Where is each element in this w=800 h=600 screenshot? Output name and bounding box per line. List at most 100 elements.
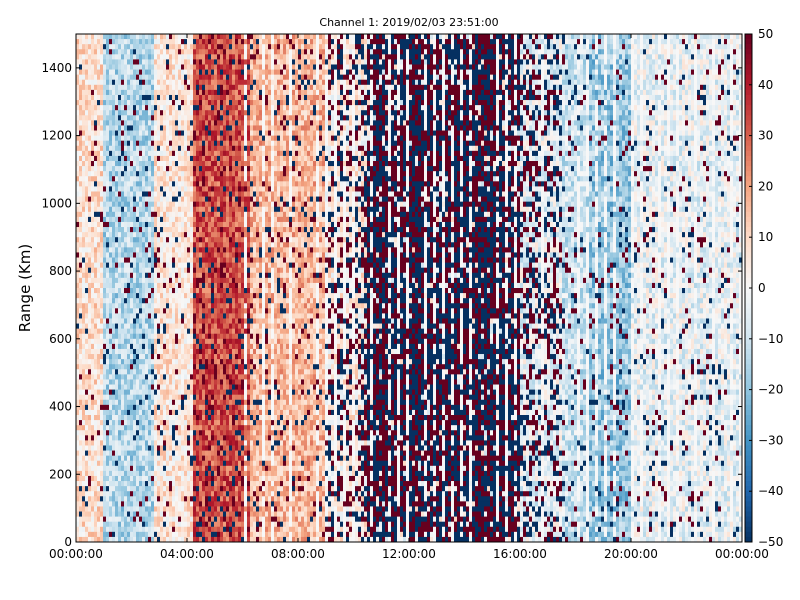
heatmap-cell [199, 521, 203, 528]
heatmap-cell [196, 272, 200, 279]
heatmap-cell [205, 247, 209, 253]
heatmap-cell [175, 105, 179, 111]
heatmap-cell [88, 328, 92, 335]
heatmap-cell [166, 166, 170, 172]
heatmap-cell [88, 100, 92, 106]
heatmap-cell [214, 491, 218, 497]
heatmap-cell [175, 120, 179, 126]
heatmap-cell [139, 338, 143, 345]
heatmap-cell [166, 460, 170, 467]
heatmap-cell [169, 49, 173, 55]
heatmap-cell [163, 232, 167, 238]
heatmap-cell [187, 409, 191, 416]
heatmap-cell [175, 338, 179, 345]
heatmap-cell [199, 227, 203, 233]
heatmap-cell [169, 343, 173, 350]
heatmap-cell [118, 506, 122, 512]
heatmap-cell [193, 364, 197, 370]
heatmap-cell [97, 272, 101, 279]
heatmap-cell [160, 435, 164, 441]
heatmap-cell [130, 293, 134, 299]
heatmap-cell [133, 125, 137, 131]
heatmap-cell [187, 161, 191, 167]
heatmap-cell [172, 293, 176, 299]
heatmap-cell [106, 338, 110, 345]
heatmap-cell [217, 150, 221, 157]
heatmap-cell [76, 486, 80, 492]
heatmap-cell [217, 54, 221, 60]
heatmap-cell [193, 486, 197, 492]
heatmap-cell [139, 491, 143, 497]
heatmap-cell [85, 425, 89, 431]
heatmap-cell [79, 115, 83, 121]
heatmap-cell [199, 430, 203, 436]
heatmap-cell [223, 105, 227, 111]
heatmap-cell [187, 354, 191, 360]
heatmap-cell [178, 536, 182, 543]
heatmap-cell [109, 455, 113, 462]
heatmap-cell [223, 298, 227, 304]
heatmap-cell [151, 399, 155, 406]
heatmap-cell [76, 399, 80, 406]
heatmap-cell [100, 176, 104, 182]
heatmap-cell [82, 252, 86, 258]
heatmap-cell [178, 409, 182, 416]
heatmap-cell [91, 420, 95, 426]
heatmap-cell [118, 303, 122, 309]
heatmap-cell [139, 120, 143, 126]
heatmap-cell [220, 501, 224, 507]
heatmap-cell [199, 348, 203, 355]
heatmap-cell [154, 232, 158, 238]
heatmap-cell [106, 140, 110, 147]
heatmap-cell [88, 211, 92, 218]
heatmap-cell [82, 516, 86, 523]
heatmap-cell [91, 399, 95, 406]
heatmap-cell [115, 272, 119, 279]
heatmap-cell [172, 196, 176, 203]
heatmap-cell [85, 435, 89, 441]
heatmap-cell [184, 318, 188, 324]
heatmap-cell [133, 501, 137, 507]
heatmap-cell [127, 201, 131, 208]
heatmap-cell [169, 496, 173, 502]
heatmap-cell [190, 186, 194, 192]
heatmap-cell [121, 328, 125, 335]
heatmap-cell [214, 288, 218, 294]
heatmap-cell [181, 44, 185, 50]
heatmap-cell [166, 237, 170, 243]
heatmap-cell [172, 435, 176, 441]
heatmap-cell [175, 232, 179, 238]
heatmap-cell [220, 242, 224, 248]
heatmap-cell [169, 379, 173, 385]
heatmap-cell [100, 166, 104, 172]
heatmap-cell [82, 465, 86, 472]
heatmap-cell [124, 262, 128, 269]
heatmap-cell [151, 150, 155, 157]
heatmap-cell [103, 176, 107, 182]
heatmap-cell [187, 526, 191, 533]
heatmap-cell [127, 374, 131, 380]
heatmap-cell [97, 288, 101, 294]
heatmap-cell [172, 221, 176, 228]
heatmap-cell [157, 216, 161, 223]
heatmap-cell [190, 531, 194, 538]
heatmap-cell [193, 506, 197, 512]
heatmap-cell [148, 277, 152, 284]
heatmap-cell [145, 44, 149, 50]
heatmap-cell [106, 74, 110, 81]
heatmap-cell [169, 440, 173, 446]
heatmap-cell [172, 318, 176, 324]
heatmap-cell [118, 486, 122, 492]
heatmap-cell [184, 49, 188, 55]
heatmap-cell [154, 389, 158, 396]
heatmap-cell [163, 267, 167, 274]
heatmap-cell [88, 191, 92, 197]
heatmap-cell [79, 171, 83, 177]
heatmap-cell [76, 491, 80, 497]
heatmap-cell [133, 211, 137, 218]
heatmap-cell [127, 64, 131, 70]
heatmap-cell [160, 135, 164, 142]
heatmap-cell [139, 359, 143, 365]
heatmap-cell [76, 354, 80, 360]
heatmap-cell [139, 374, 143, 380]
